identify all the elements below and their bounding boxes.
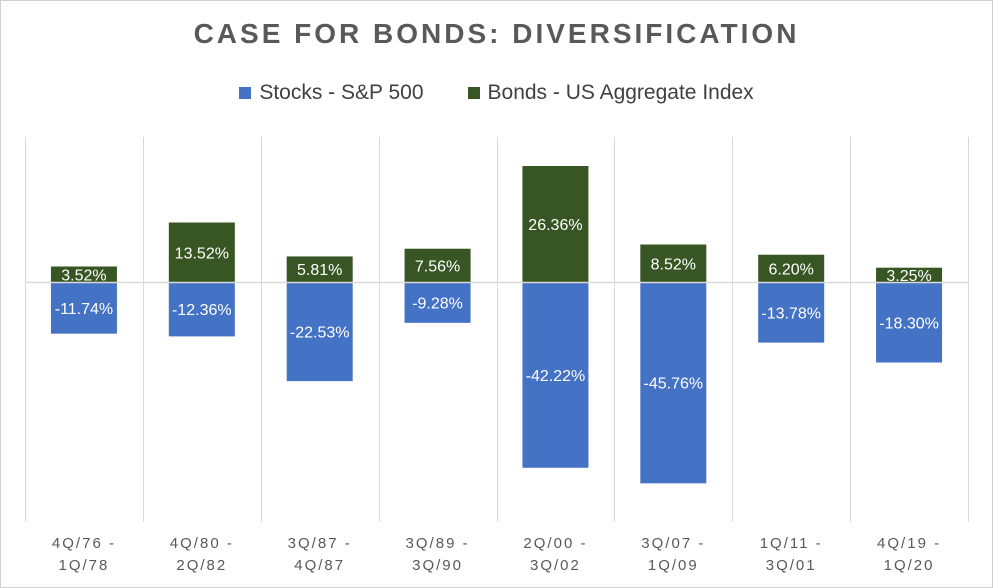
bar-bonds	[522, 166, 589, 282]
x-tick-label: 3Q/07 -	[641, 535, 705, 552]
legend-swatch-stocks	[239, 87, 252, 99]
x-tick-label: 1Q/20	[884, 557, 935, 574]
legend-label-stocks: Stocks - S&P 500	[259, 81, 424, 104]
x-tick-label: 4Q/80 -	[170, 535, 234, 552]
x-tick-label: 1Q/78	[59, 557, 110, 574]
x-tick-label: 4Q/87	[294, 557, 345, 574]
bar-stocks	[876, 282, 943, 363]
legend-swatch-bonds	[467, 87, 480, 99]
data-label-stocks: -13.78%	[761, 305, 821, 322]
legend: Stocks - S&P 500 Bonds - US Aggregate In…	[0, 81, 993, 105]
bar-stocks	[286, 282, 353, 382]
data-label-stocks: -22.53%	[290, 325, 350, 342]
legend-item-bonds: Bonds - US Aggregate Index	[467, 81, 754, 105]
data-label-bonds: 8.52%	[651, 256, 696, 273]
data-label-stocks: -42.22%	[526, 368, 586, 385]
data-label-stocks: -9.28%	[412, 295, 463, 312]
data-label-bonds: 5.81%	[297, 262, 342, 279]
data-label-bonds: 7.56%	[415, 258, 460, 275]
bar-bonds	[758, 254, 825, 282]
x-tick-label: 4Q/76 -	[52, 535, 116, 552]
data-label-stocks: -18.30%	[879, 315, 939, 332]
data-label-stocks: -45.76%	[644, 376, 704, 393]
bar-bonds	[168, 222, 235, 282]
x-tick-label: 2Q/00 -	[523, 535, 587, 552]
bar-stocks	[50, 282, 117, 334]
data-label-bonds: 26.36%	[528, 217, 582, 234]
x-tick-label: 1Q/11 -	[760, 535, 823, 552]
bar-stocks	[758, 282, 825, 343]
x-tick-label: 4Q/19 -	[877, 535, 941, 552]
legend-label-bonds: Bonds - US Aggregate Index	[487, 81, 754, 104]
bar-bonds	[286, 256, 353, 282]
x-tick-label: 1Q/09	[648, 557, 699, 574]
bar-bonds	[50, 266, 117, 282]
bar-stocks	[640, 282, 707, 484]
data-label-stocks: -12.36%	[172, 302, 232, 319]
x-tick-label: 2Q/82	[176, 557, 227, 574]
data-label-bonds: 13.52%	[175, 245, 229, 262]
data-label-bonds: 6.20%	[769, 261, 814, 278]
bar-stocks	[522, 282, 589, 468]
x-tick-label: 3Q/87 -	[288, 535, 352, 552]
chart-title: CASE FOR BONDS: DIVERSIFICATION	[193, 18, 800, 49]
data-label-bonds: 3.25%	[886, 268, 931, 285]
bar-stocks	[404, 282, 471, 323]
bar-bonds	[640, 244, 707, 282]
bar-bonds	[876, 267, 943, 282]
data-label-bonds: 3.52%	[61, 267, 106, 284]
legend-item-stocks: Stocks - S&P 500	[239, 81, 424, 105]
bar-bonds	[404, 248, 471, 282]
x-tick-label: 3Q/89 -	[406, 535, 470, 552]
x-tick-label: 3Q/90	[412, 557, 463, 574]
bar-stocks	[168, 282, 235, 337]
x-tick-label: 3Q/01	[766, 557, 817, 574]
x-tick-label: 3Q/02	[530, 557, 581, 574]
data-label-stocks: -11.74%	[55, 301, 113, 318]
